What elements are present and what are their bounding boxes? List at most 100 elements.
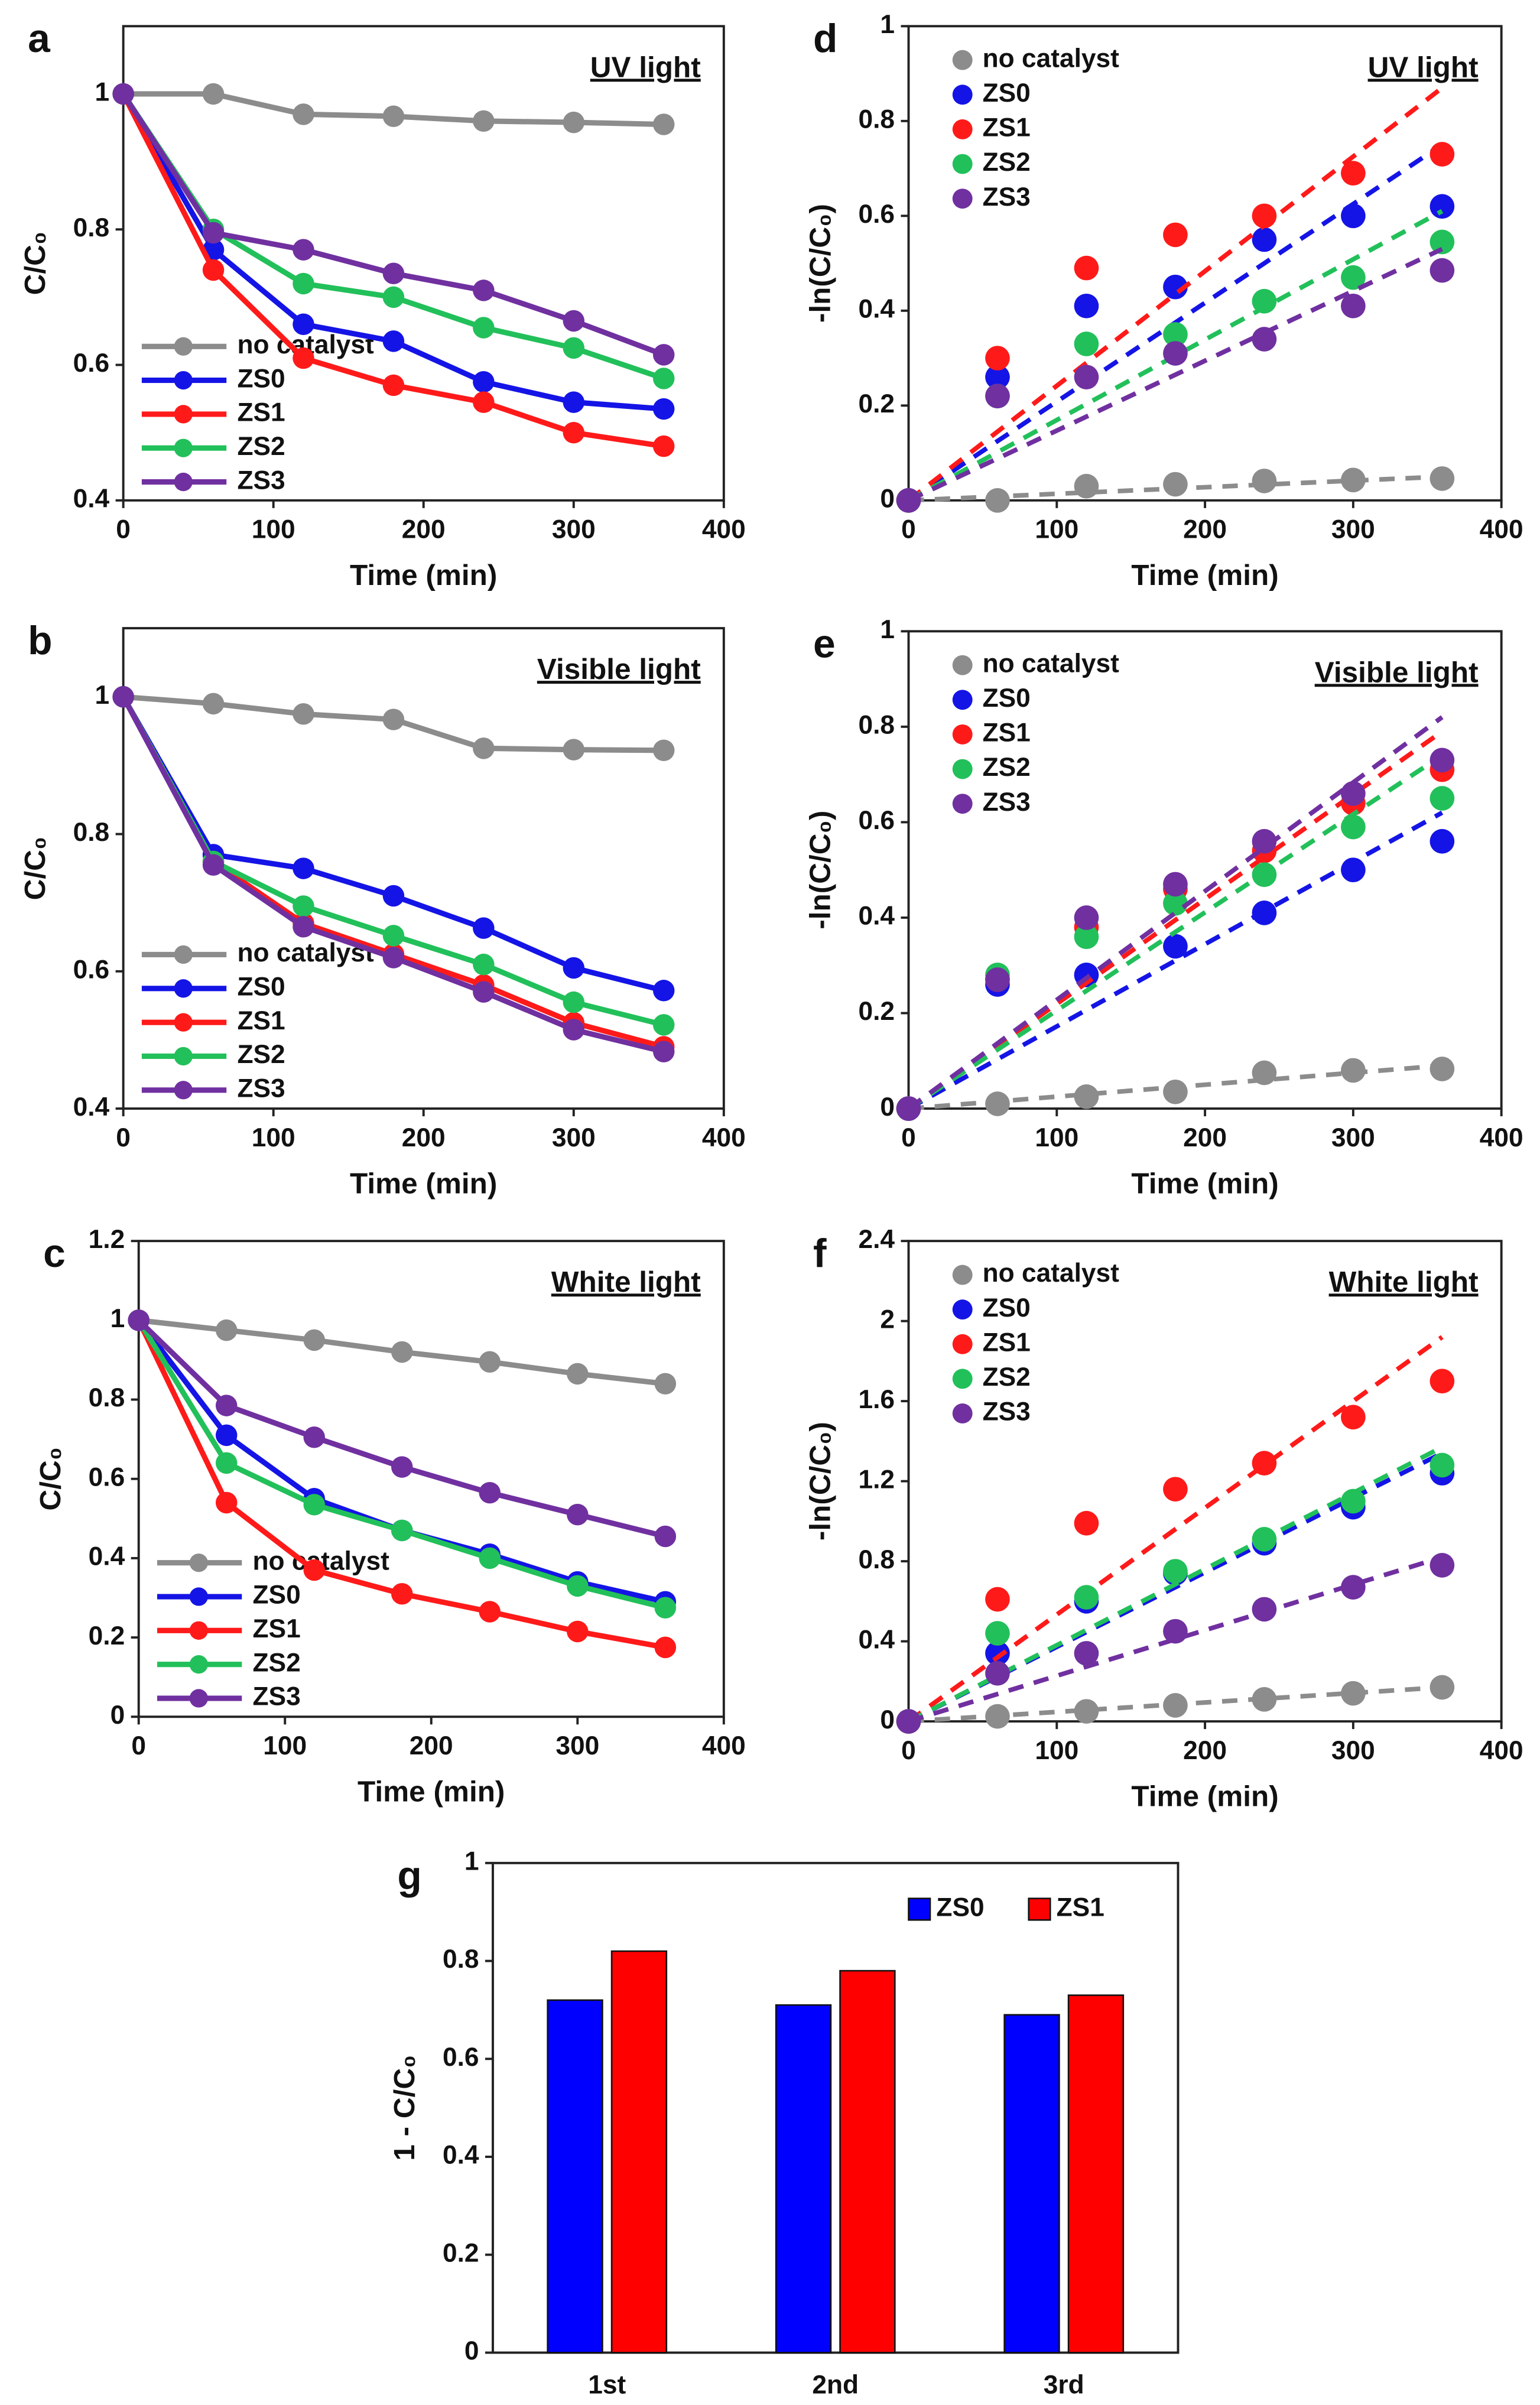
data-point: [382, 330, 405, 352]
data-point: [985, 1091, 1010, 1116]
data-point: [1163, 1079, 1188, 1104]
data-point: [293, 103, 314, 125]
x-tick-label: 400: [702, 1123, 746, 1152]
legend-marker: [952, 690, 973, 710]
y-tick-label: 0.2: [858, 997, 895, 1026]
data-point: [128, 1309, 150, 1331]
data-point: [1163, 322, 1188, 347]
y-tick-label: 0.4: [858, 1625, 895, 1654]
x-tick-label: 100: [1035, 515, 1078, 544]
data-point: [473, 110, 495, 132]
data-point: [1429, 194, 1455, 219]
legend-marker: [952, 794, 973, 814]
data-point: [1252, 1527, 1277, 1552]
data-point: [293, 272, 314, 295]
x-tick-label: 0: [901, 515, 916, 544]
legend-label: ZS3: [983, 788, 1031, 817]
data-point: [1163, 222, 1188, 248]
legend-marker: [952, 1403, 973, 1424]
x-tick-label: 100: [263, 1731, 307, 1760]
legend-label: no catalyst: [983, 44, 1120, 73]
data-point: [391, 1583, 413, 1605]
x-tick-label: 0: [901, 1736, 916, 1765]
data-point: [1163, 934, 1188, 959]
data-point: [1341, 203, 1366, 229]
x-tick-label: 100: [252, 515, 295, 544]
data-point: [479, 1601, 501, 1623]
legend-marker: [952, 724, 973, 745]
data-point: [654, 1373, 677, 1395]
legend-marker: [952, 1369, 973, 1389]
y-tick-label: 0.8: [73, 818, 110, 847]
data-point: [1074, 1641, 1099, 1666]
x-tick-label: 300: [1331, 515, 1375, 544]
legend-label: ZS0: [983, 1294, 1031, 1322]
legend-label: ZS1: [253, 1614, 301, 1643]
data-point: [896, 488, 921, 513]
legend-marker: [174, 1013, 193, 1032]
y-tick-label: 2.4: [858, 1225, 895, 1254]
legend-label: ZS3: [237, 466, 285, 495]
x-tick-label: 1st: [588, 2370, 626, 2399]
data-point: [293, 895, 314, 917]
x-axis-label: Time (min): [1131, 559, 1278, 592]
data-point: [215, 1319, 238, 1341]
data-point: [1429, 142, 1455, 167]
data-point: [1341, 857, 1366, 883]
data-point: [391, 1341, 413, 1363]
x-tick-label: 100: [252, 1123, 295, 1152]
legend-marker: [189, 1621, 208, 1640]
legend-label: ZS0: [936, 1893, 984, 1922]
y-tick-label: 0.6: [73, 955, 110, 984]
data-point: [1252, 1060, 1277, 1086]
x-tick-label: 400: [702, 515, 746, 544]
x-tick-label: 200: [1183, 1736, 1227, 1765]
data-point: [1074, 365, 1099, 390]
data-point: [1074, 905, 1099, 930]
legend-marker: [952, 154, 973, 174]
annotation: Visible light: [1315, 656, 1479, 688]
x-axis-label: Time (min): [350, 559, 497, 592]
data-point: [382, 947, 405, 968]
data-point: [293, 239, 314, 261]
legend-label: ZS1: [237, 1006, 285, 1035]
legend-marker: [174, 1081, 193, 1100]
data-point: [303, 1329, 325, 1351]
data-point: [563, 391, 585, 413]
data-point: [652, 113, 675, 135]
y-tick-label: 0.2: [89, 1621, 125, 1650]
y-axis-label: 1 - C/C₀: [388, 2055, 421, 2161]
legend-label: ZS3: [253, 1682, 301, 1711]
y-tick-label: 0.8: [89, 1383, 125, 1412]
legend-marker: [189, 1587, 208, 1606]
x-tick-label: 2nd: [812, 2370, 859, 2399]
data-point: [473, 981, 495, 1003]
x-tick-label: 200: [410, 1731, 453, 1760]
y-tick-label: 1.2: [858, 1465, 895, 1494]
data-point: [985, 488, 1010, 513]
data-point: [1252, 203, 1277, 229]
x-axis-label: Time (min): [1131, 1780, 1278, 1812]
legend-label: ZS2: [237, 432, 285, 461]
data-point: [563, 310, 585, 332]
data-point: [1341, 1405, 1366, 1430]
y-tick-label: 0.6: [89, 1462, 125, 1491]
legend-marker: [189, 1554, 208, 1572]
y-tick-label: 0.8: [858, 1545, 895, 1574]
legend-marker: [174, 1046, 193, 1066]
legend-marker: [952, 84, 973, 105]
legend-label: ZS0: [983, 79, 1031, 108]
data-point: [1429, 1057, 1455, 1081]
x-tick-label: 3rd: [1044, 2370, 1084, 2399]
x-tick-label: 400: [1480, 515, 1523, 544]
x-tick-label: 0: [901, 1123, 916, 1152]
data-point: [1074, 293, 1099, 318]
y-axis-label: -ln(C/C₀): [804, 204, 837, 323]
bar: [1003, 2014, 1060, 2354]
legend-label: ZS3: [983, 1398, 1031, 1426]
data-point: [654, 1597, 677, 1619]
data-point: [896, 1709, 921, 1734]
legend-marker: [908, 1897, 931, 1921]
y-tick-label: 1: [464, 1847, 479, 1876]
